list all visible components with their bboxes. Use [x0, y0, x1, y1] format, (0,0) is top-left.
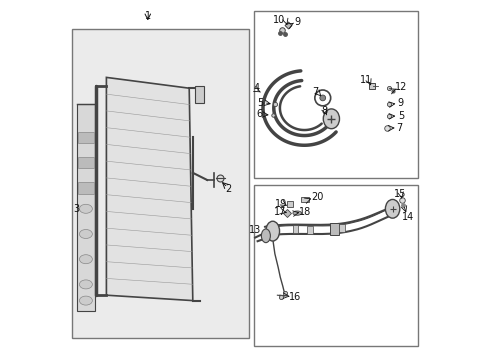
Bar	[254, 11, 418, 178]
Bar	[330, 223, 339, 235]
Text: 1: 1	[145, 11, 151, 21]
Text: 15: 15	[393, 189, 406, 199]
Ellipse shape	[323, 109, 340, 129]
Bar	[339, 224, 345, 232]
Bar	[195, 86, 204, 103]
Text: 13: 13	[249, 225, 261, 235]
Bar	[254, 185, 418, 346]
Text: 18: 18	[299, 207, 311, 217]
Text: 9: 9	[398, 98, 404, 108]
Bar	[78, 182, 94, 194]
Bar	[307, 226, 313, 234]
Bar	[77, 104, 95, 311]
Ellipse shape	[79, 255, 92, 264]
Text: 11: 11	[360, 75, 372, 85]
Text: 12: 12	[395, 82, 408, 92]
Text: 8: 8	[321, 106, 327, 116]
Text: 6: 6	[256, 109, 263, 120]
Ellipse shape	[79, 296, 92, 305]
Bar	[293, 225, 298, 233]
Ellipse shape	[79, 280, 92, 289]
Text: 20: 20	[311, 192, 323, 202]
Text: 5: 5	[257, 98, 263, 108]
Ellipse shape	[293, 211, 301, 215]
Text: 19: 19	[275, 199, 287, 210]
Polygon shape	[106, 77, 193, 301]
Text: 2: 2	[226, 184, 232, 194]
Text: 17: 17	[274, 207, 287, 217]
Text: 16: 16	[289, 292, 301, 302]
Text: 5: 5	[398, 111, 404, 121]
Ellipse shape	[79, 230, 92, 239]
Text: 7: 7	[397, 123, 403, 133]
Text: 10: 10	[273, 15, 286, 25]
Bar	[78, 132, 94, 143]
Ellipse shape	[386, 199, 400, 218]
Bar	[72, 29, 248, 338]
Ellipse shape	[261, 229, 270, 243]
Bar	[301, 197, 309, 202]
Text: 4: 4	[253, 83, 260, 93]
Circle shape	[320, 95, 326, 101]
Text: 7: 7	[312, 87, 318, 97]
Text: 9: 9	[294, 17, 300, 27]
Text: 3: 3	[73, 204, 79, 214]
Bar	[287, 201, 293, 207]
Ellipse shape	[266, 221, 280, 241]
Bar	[78, 157, 94, 168]
Text: 14: 14	[402, 212, 414, 222]
Ellipse shape	[79, 204, 92, 213]
